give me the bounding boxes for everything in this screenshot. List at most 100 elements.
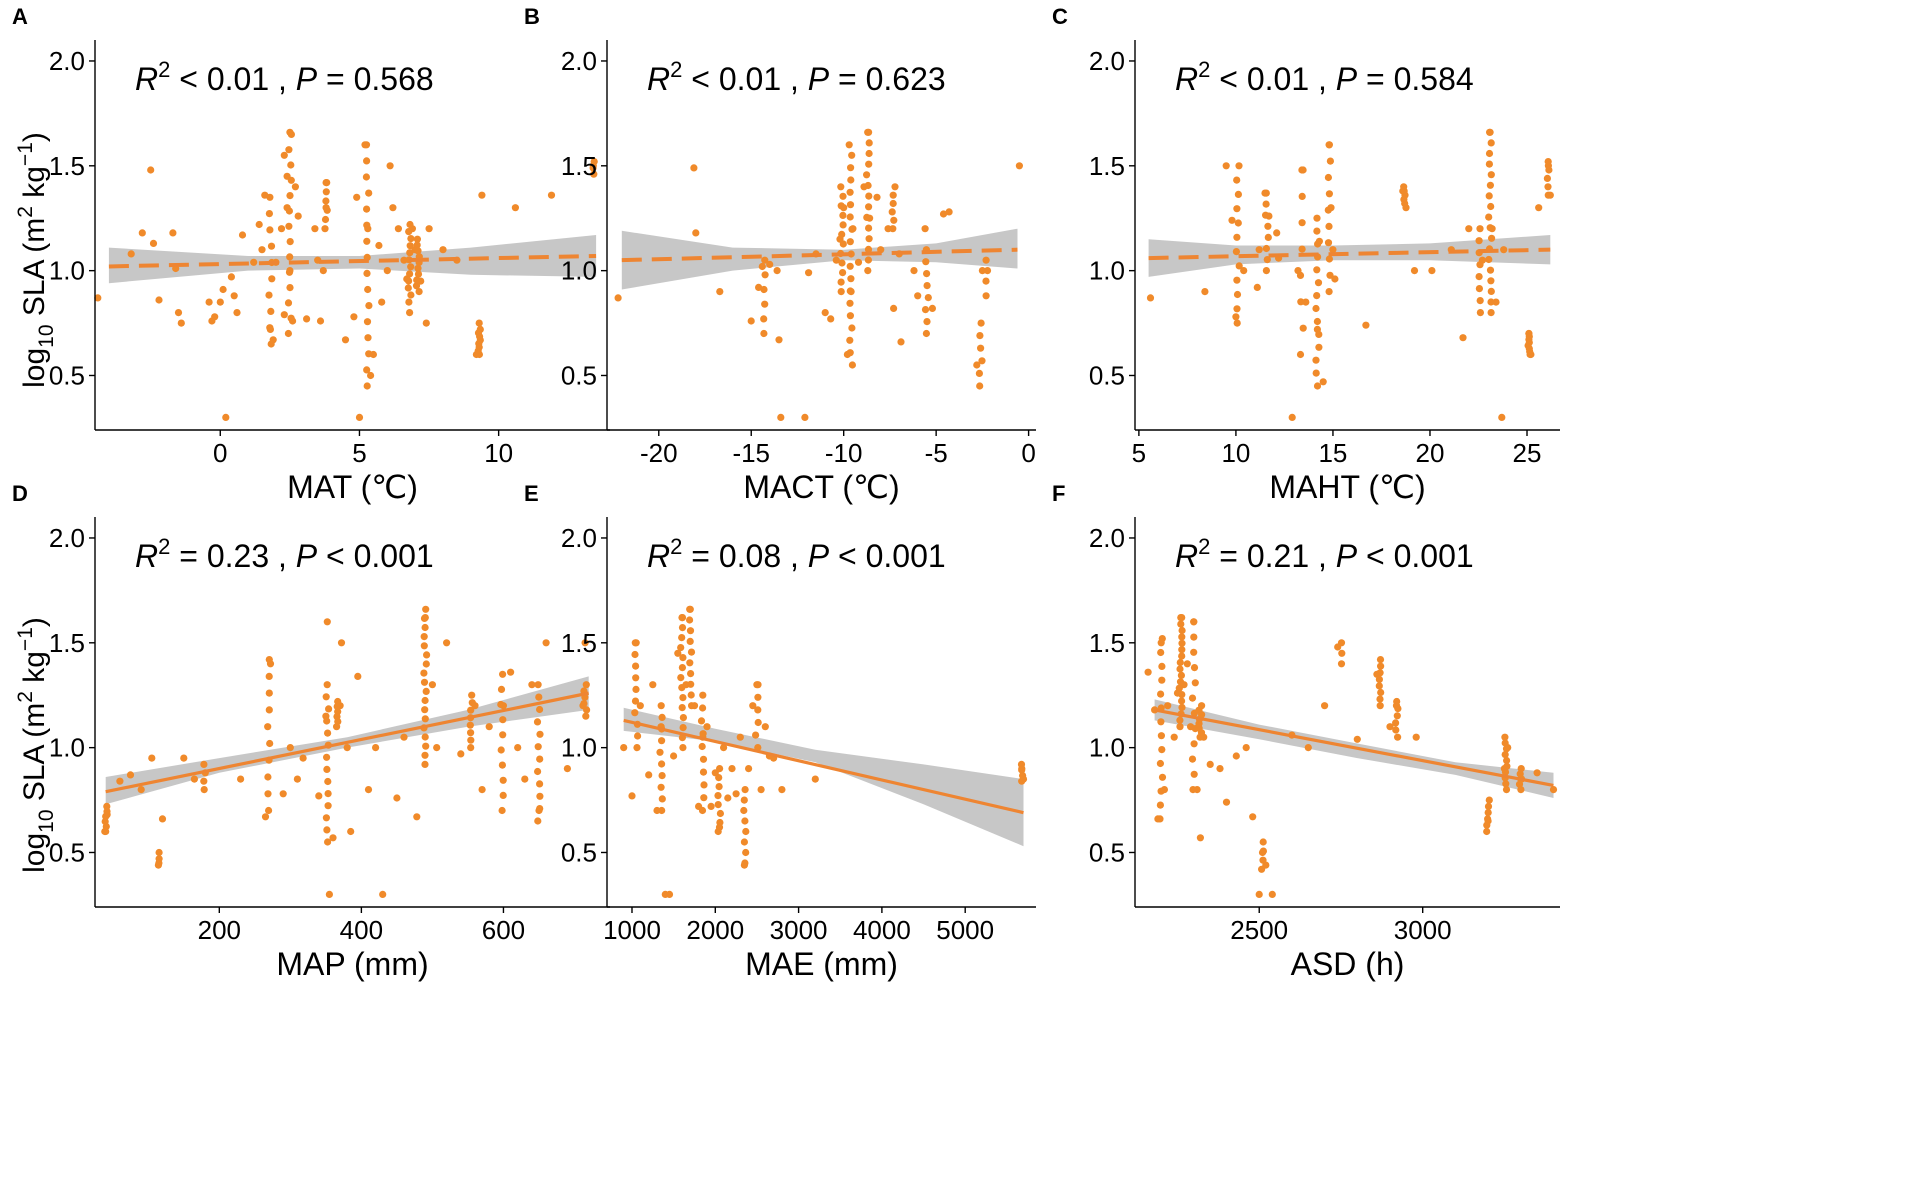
data-point: [1233, 205, 1241, 213]
data-point: [747, 317, 755, 325]
data-point: [1234, 190, 1242, 198]
data-point: [265, 806, 273, 815]
data-point: [699, 704, 707, 712]
data-point: [467, 706, 475, 714]
data-point: [724, 794, 732, 802]
data-point: [1176, 658, 1184, 667]
data-point: [363, 318, 372, 326]
data-point: [649, 681, 657, 689]
data-point: [1233, 290, 1242, 299]
data-point: [498, 761, 506, 769]
data-point: [740, 838, 749, 846]
x-tick-label: -5: [925, 438, 948, 468]
data-point: [363, 269, 371, 277]
data-point: [873, 193, 881, 201]
data-point: [1296, 350, 1305, 359]
data-point: [976, 332, 984, 340]
data-point: [285, 146, 293, 154]
data-point: [700, 794, 708, 802]
data-point: [1485, 255, 1493, 264]
data-point: [720, 744, 728, 752]
data-point: [1321, 702, 1329, 710]
y-tick-label: 2.0: [49, 523, 85, 553]
data-point: [1178, 652, 1186, 660]
data-point: [1394, 733, 1402, 741]
data-point: [1178, 697, 1186, 705]
y-axis-labels: log10 SLA (m2 kg−1) log10 SLA (m2 kg−1): [14, 132, 58, 873]
data-point: [350, 313, 358, 321]
data-point: [363, 221, 371, 229]
data-point: [778, 786, 786, 794]
data-point: [287, 176, 295, 184]
data-point: [978, 357, 986, 365]
data-point: [839, 211, 847, 219]
data-point: [311, 225, 319, 233]
data-point: [1329, 246, 1337, 254]
data-point: [1326, 271, 1334, 279]
data-point: [1019, 772, 1027, 780]
data-point: [407, 291, 415, 299]
data-point: [777, 413, 785, 421]
stats-annotation-A: R2 < 0.01 , P = 0.568: [135, 57, 434, 97]
data-point: [1503, 762, 1511, 770]
data-point: [534, 743, 542, 751]
data-point: [174, 309, 183, 317]
data-point: [265, 291, 273, 299]
data-point: [321, 215, 330, 224]
data-point: [400, 733, 408, 741]
data-point: [1288, 413, 1296, 421]
data-point: [291, 183, 299, 191]
data-point: [839, 221, 847, 229]
data-point: [362, 173, 370, 181]
data-point: [511, 204, 519, 212]
stat-p-symbol: P: [296, 61, 318, 97]
data-point: [1487, 277, 1495, 285]
stats-annotation-F: R2 = 0.21 , P < 0.001: [1175, 534, 1474, 574]
data-point: [1486, 181, 1494, 189]
data-point: [363, 366, 371, 374]
data-point: [922, 329, 931, 338]
data-point: [261, 813, 270, 821]
data-point: [699, 730, 707, 738]
data-point: [266, 226, 274, 234]
data-point: [670, 752, 678, 760]
data-point: [365, 350, 373, 358]
data-point: [897, 338, 905, 346]
stat-p-symbol: P: [296, 538, 318, 574]
data-point: [700, 781, 708, 789]
data-point: [1222, 798, 1231, 806]
y-tick-label: 1.0: [49, 733, 85, 763]
data-point: [945, 208, 953, 216]
data-point: [138, 229, 146, 237]
data-point: [287, 314, 295, 322]
data-point: [1233, 305, 1241, 313]
data-point: [1376, 656, 1385, 664]
data-point: [1233, 233, 1241, 241]
stat-p-value: < 0.001: [829, 538, 946, 574]
data-point: [1156, 815, 1164, 823]
data-point: [534, 817, 542, 825]
data-point: [633, 744, 641, 752]
data-point: [1503, 756, 1511, 765]
data-point: [265, 210, 273, 218]
data-point: [978, 267, 987, 275]
confidence-band-C: [1148, 235, 1551, 277]
data-point: [977, 319, 985, 327]
data-point: [846, 312, 855, 320]
x-axis-label-D: MAP (mm): [276, 946, 428, 982]
data-point: [1242, 744, 1250, 752]
data-point: [1262, 189, 1270, 197]
data-point: [1314, 279, 1323, 287]
data-point: [715, 783, 723, 791]
x-tick-label: 200: [198, 915, 241, 945]
data-point: [699, 755, 708, 763]
data-point: [321, 225, 329, 233]
data-point: [634, 732, 642, 740]
data-point: [1157, 718, 1165, 726]
data-point: [1484, 802, 1493, 811]
data-point: [536, 705, 544, 714]
data-point: [716, 765, 724, 773]
data-point: [686, 637, 694, 646]
confidence-band-B: [621, 228, 1018, 290]
x-tick-label: 3000: [770, 915, 828, 945]
